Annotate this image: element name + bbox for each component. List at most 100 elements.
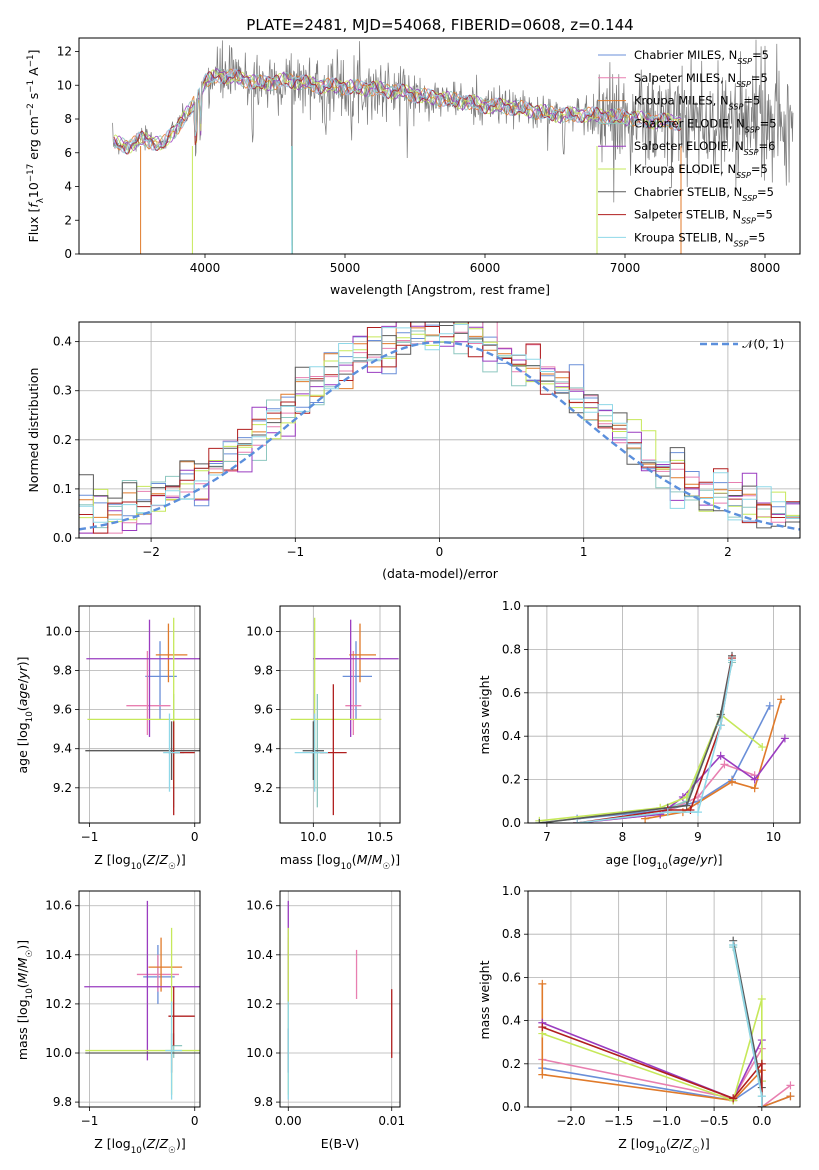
weight-marker bbox=[573, 819, 582, 823]
error-bar-point bbox=[155, 623, 188, 683]
y-tick-label: 12 bbox=[57, 45, 72, 59]
y-tick-label: 1.0 bbox=[502, 599, 521, 613]
y-tick-label: 10.0 bbox=[246, 624, 273, 638]
y-tick-label: 9.8 bbox=[53, 1095, 72, 1109]
y-tick-label: 0.3 bbox=[53, 384, 72, 398]
error-bar-point bbox=[86, 619, 200, 737]
y-tick-label: 0.2 bbox=[502, 773, 521, 787]
weight-marker bbox=[694, 808, 702, 817]
panel-mass_vs_EBV: 0.00 0.01 9.8 10.0 10.2 10.4 10.6 bbox=[246, 890, 405, 1128]
weight-marker bbox=[728, 656, 736, 665]
axes-frame bbox=[527, 890, 801, 1108]
panel-age_vs_mass: 10.0 10.5 9.2 9.4 9.6 9.8 10.0 bbox=[246, 605, 401, 844]
legend-label: Salpeter ELODIE, NSSP=6 bbox=[634, 139, 775, 157]
weight-marker bbox=[716, 721, 725, 730]
error-bar-point bbox=[345, 650, 362, 736]
weight-line bbox=[644, 699, 782, 820]
x-tick-label: 7 bbox=[543, 830, 551, 844]
y-tick-label: 10.0 bbox=[45, 1046, 72, 1060]
x-tick-label: −1 bbox=[81, 1114, 99, 1128]
model-spectrum-line bbox=[113, 69, 682, 155]
y-tick-label: 0.4 bbox=[502, 1014, 521, 1028]
weight-marker bbox=[786, 1081, 795, 1090]
weight-marker bbox=[758, 743, 767, 752]
y-tick-label: 0.0 bbox=[502, 1100, 521, 1114]
weight-marker bbox=[716, 751, 725, 760]
model-spectrum-line bbox=[113, 68, 682, 152]
error-bar-point bbox=[85, 1033, 200, 1073]
weight-marker bbox=[757, 995, 766, 1003]
x-axis-label: E(B-V) bbox=[321, 1136, 360, 1151]
x-tick-label: 10.0 bbox=[300, 830, 327, 844]
plot-area bbox=[287, 900, 393, 1100]
plot-area bbox=[84, 900, 200, 1100]
x-tick-label: 0.00 bbox=[275, 1114, 302, 1128]
x-axis-label: wavelength [Angstrom, rest frame] bbox=[330, 282, 550, 297]
y-tick-label: 9.8 bbox=[254, 1095, 273, 1109]
y-axis-label: Flux [fλ10−17 erg cm−2 s−1 A−1] bbox=[26, 50, 46, 243]
error-bar-point bbox=[87, 617, 200, 788]
y-tick-label: 9.6 bbox=[53, 703, 72, 717]
error-bar-point bbox=[342, 641, 372, 720]
x-tick-label: 0 bbox=[436, 545, 444, 559]
panel-residuals: −2 −1 0 1 2 0.0 0.1 0.2 0.3 0.4 bbox=[53, 321, 801, 559]
weight-line bbox=[541, 983, 791, 1107]
y-tick-label: 0.4 bbox=[53, 335, 72, 349]
y-tick-label: 10.2 bbox=[246, 997, 273, 1011]
weight-line bbox=[542, 998, 763, 1107]
weight-marker bbox=[780, 734, 789, 743]
y-axis-label: age [log10(age/yr)] bbox=[15, 656, 35, 773]
x-tick-label: −2 bbox=[142, 545, 160, 559]
y-tick-label: 10.6 bbox=[45, 899, 72, 913]
legend-label: Kroupa MILES, NSSP=5 bbox=[634, 94, 760, 112]
panel-mass_vs_Z: −1 0 9.8 10.0 10.2 10.4 10.6 bbox=[45, 890, 201, 1128]
normal-reference-curve bbox=[79, 340, 800, 531]
weight-marker bbox=[750, 775, 759, 784]
weight-series bbox=[573, 656, 736, 823]
weight-series bbox=[535, 658, 736, 823]
y-tick-label: 0.6 bbox=[502, 970, 521, 984]
error-bar-point bbox=[85, 927, 200, 1095]
y-tick-label: 4 bbox=[64, 180, 72, 194]
error-bar-point bbox=[313, 619, 399, 737]
legend-label: Chabrier STELIB, NSSP=5 bbox=[634, 185, 774, 203]
weight-marker bbox=[538, 979, 547, 988]
residual-histogram bbox=[79, 322, 800, 529]
weight-marker bbox=[538, 1023, 547, 1032]
y-tick-label: 9.8 bbox=[53, 664, 72, 678]
weight-marker bbox=[765, 701, 774, 710]
weight-marker bbox=[682, 801, 691, 810]
panel-age_vs_Z: −1 0 9.2 9.4 9.6 9.8 10.0 bbox=[45, 605, 201, 844]
error-bar-point bbox=[302, 721, 324, 780]
error-bar-point bbox=[168, 986, 195, 1046]
plot-area bbox=[112, 39, 794, 254]
panel-weight_vs_Z: −2.0 −1.5 −1.0 −0.5 0.0 0.0 0.2 0.4 0.6 0.8 1.0 bbox=[502, 884, 801, 1128]
y-tick-label: 10.0 bbox=[45, 624, 72, 638]
weight-marker bbox=[538, 1070, 547, 1079]
y-tick-label: 0.2 bbox=[502, 1057, 521, 1071]
y-tick-label: 10.4 bbox=[45, 948, 72, 962]
legend-label: 𝒩(0, 1) bbox=[740, 337, 784, 351]
error-bar-point bbox=[85, 721, 200, 780]
y-tick-label: 0.0 bbox=[502, 816, 521, 830]
x-tick-label: −1.5 bbox=[604, 1114, 633, 1128]
x-axis-label: Z [log10(Z/Z☉)] bbox=[618, 1136, 710, 1156]
error-bar-point bbox=[126, 650, 171, 736]
y-tick-label: 1.0 bbox=[502, 884, 521, 898]
error-bar-point bbox=[148, 937, 183, 992]
y-tick-label: 10 bbox=[57, 78, 72, 92]
y-tick-label: 6 bbox=[64, 146, 72, 160]
weight-marker bbox=[777, 695, 786, 704]
weight-line bbox=[576, 657, 733, 823]
x-tick-label: −1 bbox=[286, 545, 304, 559]
weight-marker bbox=[750, 784, 759, 793]
y-tick-label: 2 bbox=[64, 213, 72, 227]
weight-marker bbox=[535, 819, 544, 823]
x-tick-label: 0.01 bbox=[378, 1114, 405, 1128]
axes-frame bbox=[78, 321, 801, 539]
x-tick-label: −2.0 bbox=[556, 1114, 585, 1128]
error-bar-point bbox=[168, 721, 195, 816]
y-tick-label: 0.8 bbox=[502, 642, 521, 656]
axes-frame bbox=[78, 890, 201, 1108]
error-bar-point bbox=[163, 713, 181, 792]
